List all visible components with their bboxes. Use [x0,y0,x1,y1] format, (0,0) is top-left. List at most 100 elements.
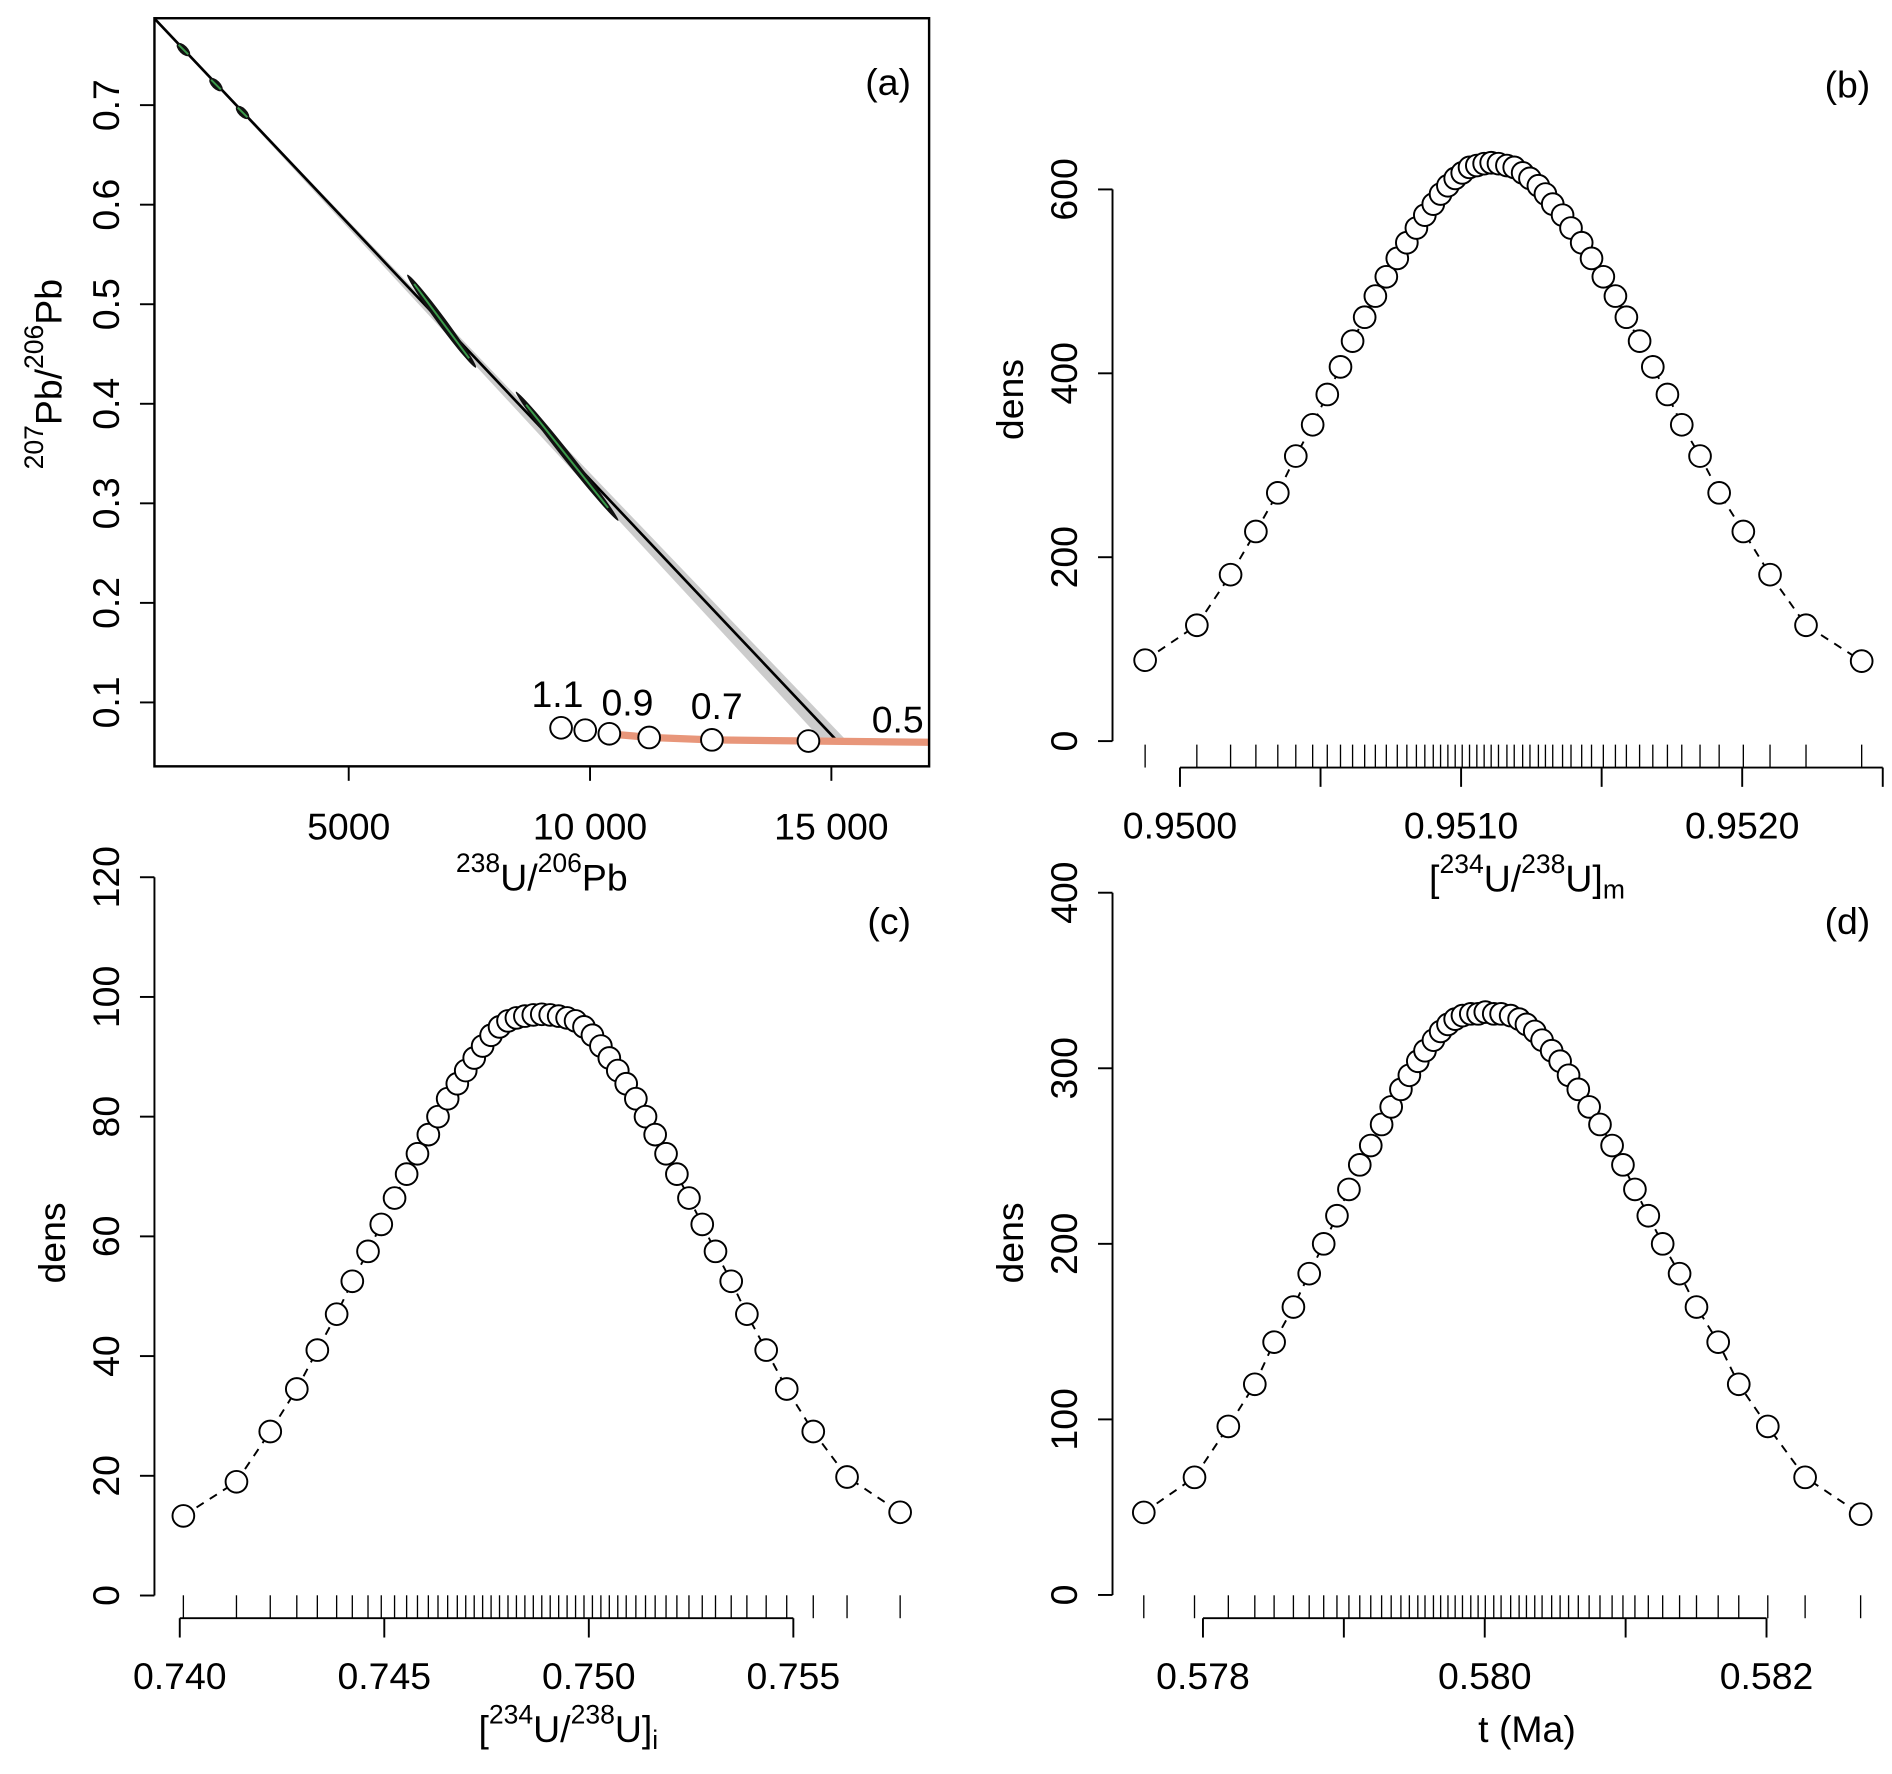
density-point [654,1141,678,1166]
density-point [1655,382,1680,407]
density-point [888,1500,912,1525]
ellipse-axis [177,44,189,56]
density-point [426,1104,450,1129]
density-point [1262,1330,1286,1354]
density-point [643,1122,667,1147]
y-tick-label: 200 [1043,526,1085,588]
axis-label-part: [ [478,1708,489,1750]
density-point [1242,1372,1267,1397]
age-label: 0.5 [872,698,924,740]
age-marker [597,721,622,746]
y-tick-label: 80 [85,1096,127,1138]
axis-label: 238U/206Pb [456,848,628,898]
density-point [394,1162,419,1186]
density-point [1667,1261,1692,1286]
axis-label: [234U/238U]m [1429,849,1625,904]
density-point [1328,355,1353,379]
axis-label-part: U/ [533,1708,571,1750]
density-point [1794,613,1818,638]
density-point [1185,613,1209,638]
age-marker [700,728,724,752]
density-point [1849,649,1874,673]
panel: 1.1 0.9 0.7 0.5 5000 10 000 15 000 0.1 0.2 0.3 0.4… [19,17,931,898]
density-point [1133,648,1157,673]
ellipse-axis [413,283,470,359]
axis-label-part: 238 [1521,849,1565,879]
density-point [382,1186,407,1210]
x-tick-label: 0.750 [542,1655,636,1697]
density-point [1363,284,1388,308]
y-axis-label: dens [989,359,1031,440]
density-point [1793,1465,1817,1490]
x-tick-label: 10 000 [533,806,647,848]
density-point [1374,264,1399,289]
panel: 0 200 400 600 0.9500 0.9510 0.9520 [234U/238U]m… [989,64,1884,904]
y-tick-label: 20 [85,1455,127,1497]
age-label: 0.7 [691,685,743,727]
density-point [801,1419,826,1444]
density-point [1755,1414,1780,1439]
density-point [690,1212,715,1237]
density-point [1297,1261,1322,1286]
density-point [1283,444,1308,468]
axis-label-part: i [652,1725,658,1755]
panel-label: (d) [1825,900,1871,942]
confidence-band [154,18,845,739]
ellipse-axis [525,404,609,509]
density-point [1265,481,1290,505]
age-label: 1.1 [531,673,583,715]
y-tick-label: 0 [1043,731,1085,752]
axis-label-part: 238 [456,848,500,878]
density-point [1300,412,1325,437]
y-tick-label: 0.7 [85,79,127,131]
density-point [305,1338,330,1362]
density-point [1684,1295,1709,1319]
age-marker [796,729,821,753]
axis-label-part: t (Ma) [1478,1708,1576,1750]
density-point [1614,305,1639,330]
density-point [1706,1330,1731,1354]
density-point [1311,1232,1336,1256]
x-tick-label: 0.578 [1156,1655,1250,1697]
density-point [369,1212,394,1237]
y-tick-label: 300 [1043,1037,1085,1099]
density-point [1627,329,1652,353]
density-point [1669,412,1694,437]
age-marker [573,718,598,743]
ellipse-axis [210,79,222,91]
axis-label: 207Pb/206Pb [19,279,69,469]
y-tick-label: 0.3 [85,477,127,529]
density-point [703,1239,728,1264]
axis-label-part: 206 [19,325,49,369]
y-tick-label: 0.5 [85,278,127,330]
y-tick-label: 100 [1043,1388,1085,1450]
density-point [405,1141,430,1166]
x-tick-label: 0.9520 [1685,804,1799,846]
x-tick-label: 0.9500 [1123,804,1237,846]
y-axis-label: dens [31,1202,73,1283]
density-point [340,1269,365,1294]
axis-label-part: Pb/ [27,368,69,425]
axis-label-part: Pb [582,856,628,898]
density-point [1218,562,1243,587]
y-tick-label: 0 [85,1585,127,1606]
density-point [1577,1095,1601,1119]
x-tick-label: 0.582 [1720,1655,1814,1697]
y-tick-label: 400 [1043,862,1085,924]
x-tick-label: 0.740 [133,1655,227,1697]
density-point [356,1239,380,1264]
axis-label-part: 238 [571,1700,615,1730]
y-tick-label: 200 [1043,1213,1085,1275]
x-tick-label: 5000 [307,806,390,848]
density-point [1603,284,1628,308]
density-point [1566,1077,1591,1102]
age-marker [549,715,573,740]
ellipse-axis [237,106,249,118]
axis-label-part: m [1603,874,1625,904]
age-marker [637,725,661,750]
density-point [1636,1203,1661,1228]
density-point [416,1122,441,1147]
density-point [1216,1414,1241,1439]
density-point [624,1086,648,1111]
